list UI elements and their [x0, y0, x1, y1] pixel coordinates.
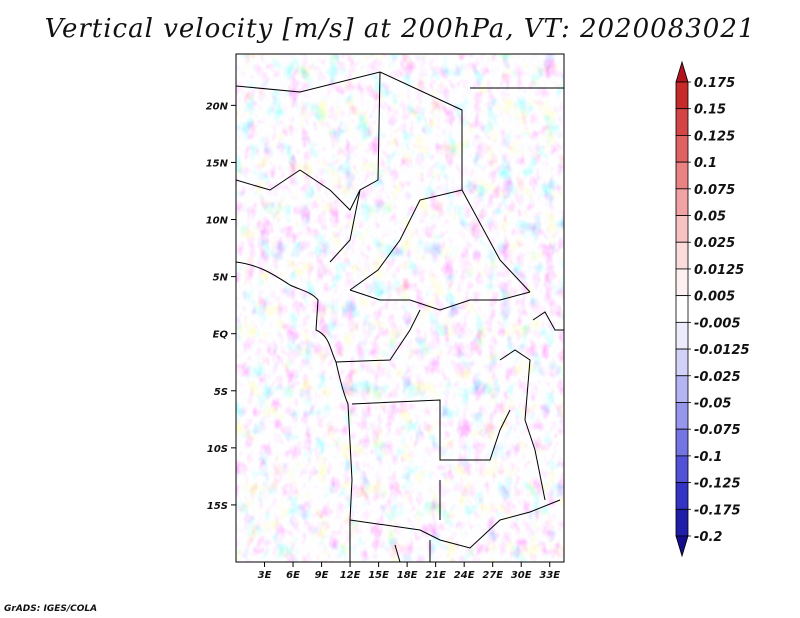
- colorbar-label: -0.175: [694, 503, 741, 518]
- latitude-axis: 20N 15N 10N 5N EQ 5S 10S 15S: [206, 101, 236, 512]
- colorbar-swatch: [675, 81, 689, 110]
- colorbar-label: 0.1: [694, 156, 717, 171]
- colorbar-swatch: [675, 215, 689, 243]
- colorbar-label: -0.1: [694, 450, 722, 465]
- colorbar-swatch: [675, 188, 689, 216]
- lon-label: 3E: [258, 570, 272, 581]
- credit-label: GrADS: IGES/COLA: [4, 604, 98, 614]
- colorbar-label: 0.125: [694, 129, 735, 144]
- lon-label: 18E: [397, 570, 418, 581]
- lat-label: 10S: [207, 444, 228, 455]
- colorbar-label: -0.2: [694, 530, 722, 545]
- colorbar-label: 0.025: [694, 236, 735, 251]
- colorbar-label: 0.175: [694, 76, 735, 91]
- lat-label: 5N: [213, 273, 229, 284]
- chart-title: Vertical velocity [m/s] at 200hPa, VT: 2…: [44, 14, 756, 44]
- colorbar-swatch: [675, 402, 689, 430]
- lon-label: 33E: [539, 570, 560, 581]
- colorbar-swatch: [675, 375, 689, 403]
- colorbar-label: -0.005: [694, 316, 741, 331]
- colorbar-swatch: [675, 455, 689, 483]
- lon-label: 12E: [340, 570, 361, 581]
- colorbar-label: 0.15: [694, 103, 726, 118]
- colorbar-swatch: [675, 241, 689, 270]
- lon-label: 27E: [482, 570, 503, 581]
- lon-label: 21E: [425, 570, 446, 581]
- colorbar-swatch: [675, 135, 689, 163]
- lon-label: 30E: [511, 570, 532, 581]
- country-borders: [236, 71, 564, 562]
- lat-label: 20N: [206, 101, 229, 112]
- colorbar-label: 0.075: [694, 183, 735, 198]
- colorbar-swatch: [675, 108, 689, 136]
- lat-label: 15S: [207, 501, 228, 512]
- lon-label: 15E: [368, 570, 389, 581]
- colorbar-label: 0.005: [694, 290, 735, 305]
- colorbar-label: 0.0125: [694, 263, 744, 278]
- lat-label: 10N: [206, 216, 229, 227]
- colorbar-bottom-arrow: [675, 535, 689, 558]
- colorbar-top-arrow: [675, 60, 689, 83]
- colorbar: 0.175 0.15 0.125 0.1 0.075 0.05 0.025 0.0125 0.0…: [675, 60, 750, 558]
- colorbar-swatch: [675, 268, 689, 297]
- lon-label: 6E: [286, 570, 300, 581]
- lon-label: 9E: [315, 570, 329, 581]
- colorbar-label: -0.025: [694, 370, 741, 385]
- velocity-field: [236, 54, 564, 562]
- colorbar-swatch: [675, 348, 689, 377]
- colorbar-swatch: [675, 321, 689, 350]
- colorbar-label: 0.05: [694, 210, 726, 225]
- lon-label: 24E: [454, 570, 475, 581]
- lat-label: 15N: [206, 158, 229, 169]
- lat-label: 5S: [214, 387, 228, 398]
- colorbar-swatch: [675, 482, 689, 510]
- colorbar-label: -0.075: [694, 423, 741, 438]
- colorbar-label: -0.0125: [694, 343, 750, 358]
- colorbar-label: -0.125: [694, 477, 741, 492]
- longitude-axis: 3E 6E 9E 12E 15E 18E 21E 24E 27E 30E 33E: [258, 562, 560, 581]
- colorbar-label: -0.05: [694, 396, 731, 411]
- colorbar-swatch: [675, 161, 689, 190]
- lat-label: EQ: [213, 330, 229, 341]
- colorbar-swatch: [675, 428, 689, 457]
- colorbar-swatch: [675, 295, 689, 323]
- map-frame: [235, 53, 565, 563]
- colorbar-swatch: [675, 508, 689, 537]
